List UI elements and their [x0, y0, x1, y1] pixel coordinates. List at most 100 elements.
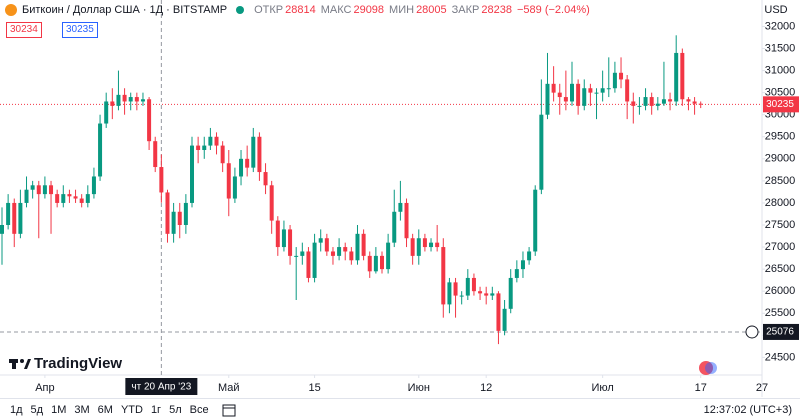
candle — [85, 185, 90, 208]
candle — [98, 114, 103, 181]
status-dot — [236, 6, 245, 14]
candle — [0, 207, 4, 265]
candle-body — [269, 185, 274, 221]
candle — [24, 176, 29, 208]
buy-price[interactable]: 30235 — [62, 22, 98, 38]
candle-body — [570, 83, 574, 102]
candle — [343, 242, 348, 261]
candle-body — [588, 88, 593, 93]
candle-body — [318, 238, 323, 243]
candle-body — [471, 277, 476, 292]
candle — [435, 225, 440, 252]
range-button[interactable]: 5д — [30, 404, 44, 416]
range-button[interactable]: 1д — [10, 404, 23, 416]
candle-body — [85, 194, 90, 203]
candle — [67, 189, 72, 203]
candle — [202, 136, 207, 159]
event-icon[interactable] — [705, 362, 717, 374]
candle-body — [361, 233, 366, 256]
candle — [324, 233, 329, 256]
candle — [232, 167, 237, 203]
candle — [306, 247, 311, 283]
range-button[interactable]: 5л — [169, 404, 182, 416]
candle-body — [606, 88, 611, 90]
calendar-icon[interactable] — [222, 403, 236, 417]
candle-body — [410, 238, 415, 256]
candle — [612, 61, 617, 93]
candle-body — [527, 251, 532, 261]
x-tick-label: 17 — [695, 382, 707, 394]
candle — [551, 66, 556, 102]
candle — [643, 88, 648, 111]
candle-body — [306, 251, 311, 278]
candle-body — [551, 83, 556, 93]
candle-body — [98, 123, 103, 177]
candle — [582, 79, 587, 111]
y-tick-label: 29500 — [765, 131, 796, 143]
range-button[interactable]: 6М — [97, 404, 113, 416]
range-button[interactable]: 1г — [150, 404, 162, 416]
candle-body — [459, 295, 464, 297]
candle-body — [508, 277, 513, 309]
candle — [631, 92, 636, 124]
candle-body — [18, 202, 23, 234]
candle — [55, 189, 60, 208]
range-button[interactable]: Все — [189, 404, 209, 416]
candle-body — [435, 242, 440, 248]
symbol-name[interactable]: Биткоин / Доллар США · 1Д · BITSTAMP — [22, 4, 228, 16]
candle — [422, 233, 427, 252]
candle — [576, 79, 581, 115]
candle — [404, 198, 409, 248]
candle — [539, 79, 544, 195]
candle — [251, 127, 256, 173]
candle — [337, 238, 342, 261]
candle-body — [6, 202, 11, 225]
x-tick-label: 15 — [308, 382, 320, 394]
candle — [73, 189, 78, 203]
price-line-label: 25076 — [766, 327, 794, 338]
candle-body — [441, 247, 446, 305]
candle — [226, 150, 231, 217]
tradingview-logo[interactable]: TradingView — [9, 355, 122, 372]
range-buttons: 1д 5д 1М 3М 6М YTD 1г 5л Все — [10, 404, 217, 416]
sell-price[interactable]: 30234 — [6, 22, 42, 38]
candle — [398, 180, 403, 221]
candle-body — [134, 97, 139, 102]
candle — [165, 189, 170, 243]
candle-body — [674, 52, 679, 102]
candle — [655, 97, 660, 111]
candle-body — [661, 99, 666, 104]
candle-body — [576, 83, 581, 106]
candle — [269, 180, 274, 234]
y-tick-label: 29000 — [765, 153, 796, 165]
candle — [471, 273, 476, 296]
candle — [600, 70, 605, 102]
candle-body — [582, 88, 587, 106]
last-price-badge — [763, 96, 799, 113]
candle-body — [122, 94, 127, 102]
candle — [637, 97, 642, 115]
ohlc-label: ОТКР — [254, 4, 284, 16]
candle — [588, 83, 593, 106]
y-tick-label: 31000 — [765, 64, 796, 76]
candle-body — [116, 94, 121, 106]
candle — [514, 260, 519, 283]
y-tick-label: 32000 — [765, 20, 796, 32]
candle-body — [73, 196, 78, 199]
range-button[interactable]: 3М — [74, 404, 90, 416]
y-tick-label: 27000 — [765, 241, 796, 253]
range-button[interactable]: 1М — [51, 404, 67, 416]
candle-body — [49, 185, 54, 195]
candle-body — [680, 52, 685, 100]
candle-body — [110, 101, 115, 106]
y-tick-label: 27500 — [765, 219, 796, 231]
candle — [275, 216, 280, 256]
range-button[interactable]: YTD — [120, 404, 143, 416]
candle-body — [539, 114, 544, 190]
candle-body — [478, 291, 483, 294]
candle-body — [398, 202, 403, 212]
currency-label[interactable]: USD — [764, 4, 787, 16]
candle-body — [104, 101, 109, 124]
candle-body — [140, 99, 145, 102]
ohlc-label: МИН — [389, 4, 415, 16]
